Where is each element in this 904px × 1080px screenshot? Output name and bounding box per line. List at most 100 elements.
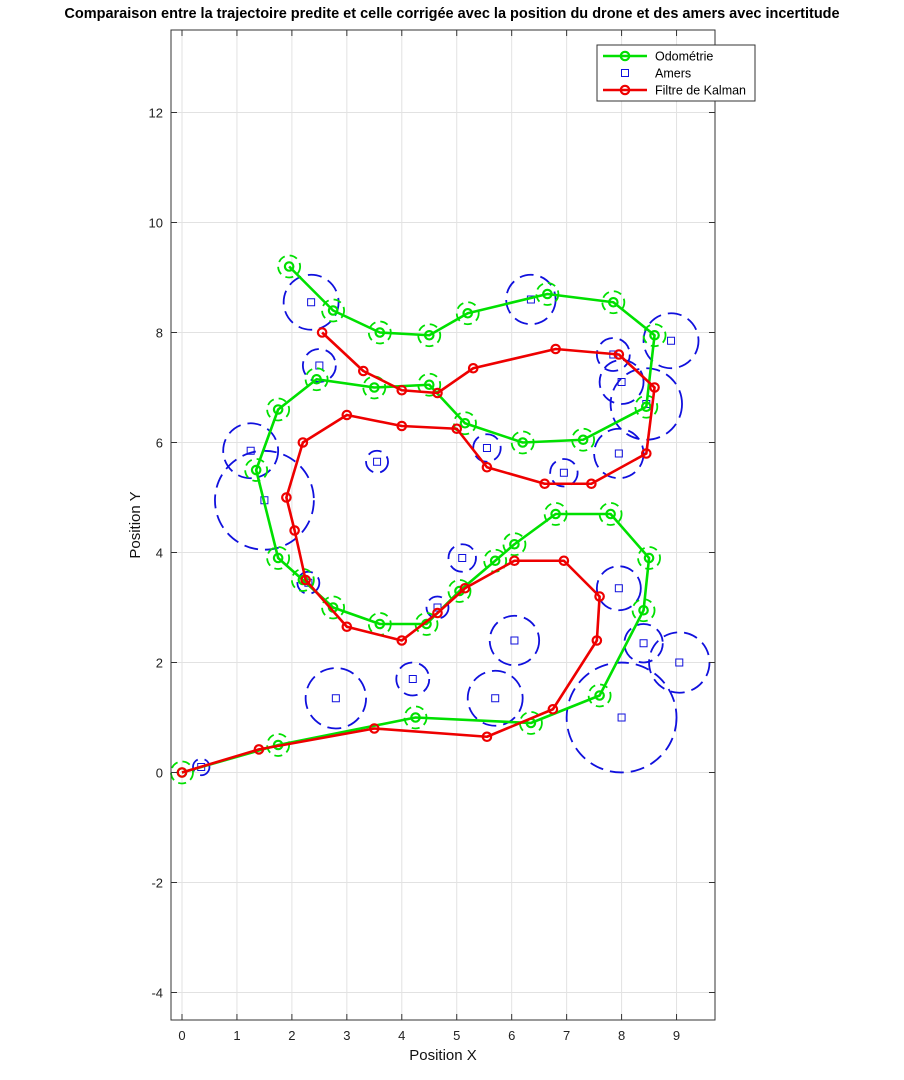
odometry-marker bbox=[641, 401, 652, 413]
kalman-marker bbox=[550, 343, 561, 355]
landmark-uncertainty-circle bbox=[642, 312, 700, 370]
legend-label-landmarks: Amers bbox=[655, 67, 691, 81]
kalman-marker bbox=[369, 723, 380, 734]
odometry-marker bbox=[605, 508, 616, 520]
kalman-marker bbox=[253, 744, 265, 755]
odometry-marker bbox=[374, 327, 386, 338]
odometry-uncertainty-ring bbox=[417, 372, 442, 397]
landmark-marker bbox=[373, 457, 382, 466]
landmark-uncertainty-circle bbox=[565, 661, 678, 774]
grid bbox=[171, 30, 715, 1020]
odometry-uncertainty-ring bbox=[321, 298, 346, 323]
odometry-marker bbox=[423, 379, 435, 391]
kalman-marker bbox=[316, 327, 328, 338]
legend-marker-landmarks bbox=[621, 69, 629, 77]
odometry-marker bbox=[283, 261, 295, 272]
landmark-uncertainty-circle bbox=[222, 422, 280, 480]
kalman-marker bbox=[396, 420, 408, 432]
kalman-marker bbox=[176, 767, 188, 778]
legend-marker-odometry bbox=[619, 50, 631, 62]
kalman-marker bbox=[467, 362, 479, 374]
odometry-uncertainty-ring bbox=[535, 282, 560, 306]
landmark-marker bbox=[617, 713, 626, 722]
odometry-uncertainty-ring bbox=[502, 532, 527, 557]
odometry-uncertainty-ring bbox=[519, 711, 543, 735]
kalman-marker bbox=[558, 555, 570, 567]
odometry-marker bbox=[250, 464, 262, 476]
y-tick-label: 4 bbox=[156, 546, 163, 561]
odometry-uncertainty-ring bbox=[637, 546, 661, 570]
kalman-marker bbox=[297, 437, 309, 448]
kalman-marker bbox=[341, 409, 353, 421]
landmark-uncertainty-circle bbox=[472, 433, 502, 463]
odometry-marker bbox=[272, 404, 284, 415]
legend-marker-kalman bbox=[619, 84, 631, 96]
odometry-uncertainty-ring bbox=[170, 760, 194, 785]
odometry-uncertainty-ring bbox=[277, 254, 302, 279]
x-tick-label: 3 bbox=[343, 1028, 350, 1043]
kalman-marker bbox=[649, 382, 660, 393]
odometry-uncertainty-ring bbox=[321, 595, 346, 620]
odometry-uncertainty-ring bbox=[543, 502, 568, 526]
kalman-marker bbox=[300, 574, 311, 586]
landmark-marker bbox=[331, 694, 340, 703]
odometry-marker bbox=[509, 538, 520, 550]
landmark-marker bbox=[307, 298, 316, 307]
kalman-marker bbox=[509, 555, 520, 567]
landmark-uncertainty-circle bbox=[609, 367, 683, 441]
x-tick-label: 6 bbox=[508, 1028, 515, 1043]
landmark-uncertainty-circle bbox=[598, 359, 645, 405]
legend-label-odometry: Odométrie bbox=[655, 50, 713, 64]
kalman-marker bbox=[451, 423, 463, 435]
landmark-marker bbox=[408, 675, 417, 683]
kalman-marker bbox=[281, 492, 292, 503]
odometry-marker bbox=[608, 296, 619, 308]
x-tick-label: 9 bbox=[673, 1028, 680, 1043]
odometry-uncertainty-ring bbox=[367, 320, 392, 345]
landmark-marker bbox=[510, 636, 519, 645]
x-tick-label: 4 bbox=[398, 1028, 405, 1043]
legend-box bbox=[596, 44, 756, 102]
odometry-marker bbox=[643, 552, 655, 564]
landmark-uncertainty-circle bbox=[365, 449, 389, 474]
y-axis-label: Position Y bbox=[127, 491, 144, 558]
kalman-marker bbox=[591, 635, 603, 646]
y-tick-label: 2 bbox=[156, 656, 163, 671]
landmark-uncertainty-circle bbox=[425, 595, 450, 620]
landmark-uncertainty-circle bbox=[595, 337, 631, 372]
odometry-uncertainty-ring bbox=[266, 546, 291, 570]
odometry-uncertainty-ring bbox=[447, 579, 472, 603]
odometry-marker bbox=[577, 434, 589, 446]
landmark-marker bbox=[639, 639, 648, 648]
x-tick-label: 1 bbox=[233, 1028, 240, 1043]
kalman-marker bbox=[613, 349, 625, 360]
odometry-uncertainty-ring bbox=[417, 323, 442, 348]
landmark-marker bbox=[482, 444, 491, 452]
y-tick-label: -4 bbox=[151, 986, 163, 1001]
landmark-uncertainty-circle bbox=[447, 543, 477, 573]
odometry-uncertainty-ring bbox=[244, 458, 269, 482]
y-tick-label: 12 bbox=[149, 106, 163, 121]
odometry-uncertainty-ring bbox=[455, 301, 480, 326]
y-tick-label: 8 bbox=[156, 326, 163, 341]
x-tick-label: 5 bbox=[453, 1028, 460, 1043]
landmark-uncertainty-circle bbox=[623, 623, 664, 664]
kalman-marker bbox=[586, 478, 597, 490]
odometry-marker bbox=[489, 555, 501, 567]
kalman-marker bbox=[594, 591, 605, 602]
y-tick-label: 10 bbox=[149, 216, 163, 231]
kalman-marker bbox=[641, 448, 652, 459]
landmark-uncertainty-circle bbox=[304, 667, 367, 730]
odometry-marker bbox=[517, 437, 528, 448]
landmark-marker bbox=[667, 336, 676, 345]
landmark-uncertainty-circle bbox=[505, 273, 557, 326]
odometry-uncertainty-ring bbox=[601, 290, 626, 315]
odometry-uncertainty-ring bbox=[290, 568, 315, 592]
landmark-uncertainty-circle bbox=[549, 458, 579, 488]
landmark-marker bbox=[559, 468, 568, 477]
landmark-marker bbox=[458, 554, 467, 562]
landmark-uncertainty-circle bbox=[466, 669, 524, 727]
landmark-marker bbox=[675, 658, 684, 667]
